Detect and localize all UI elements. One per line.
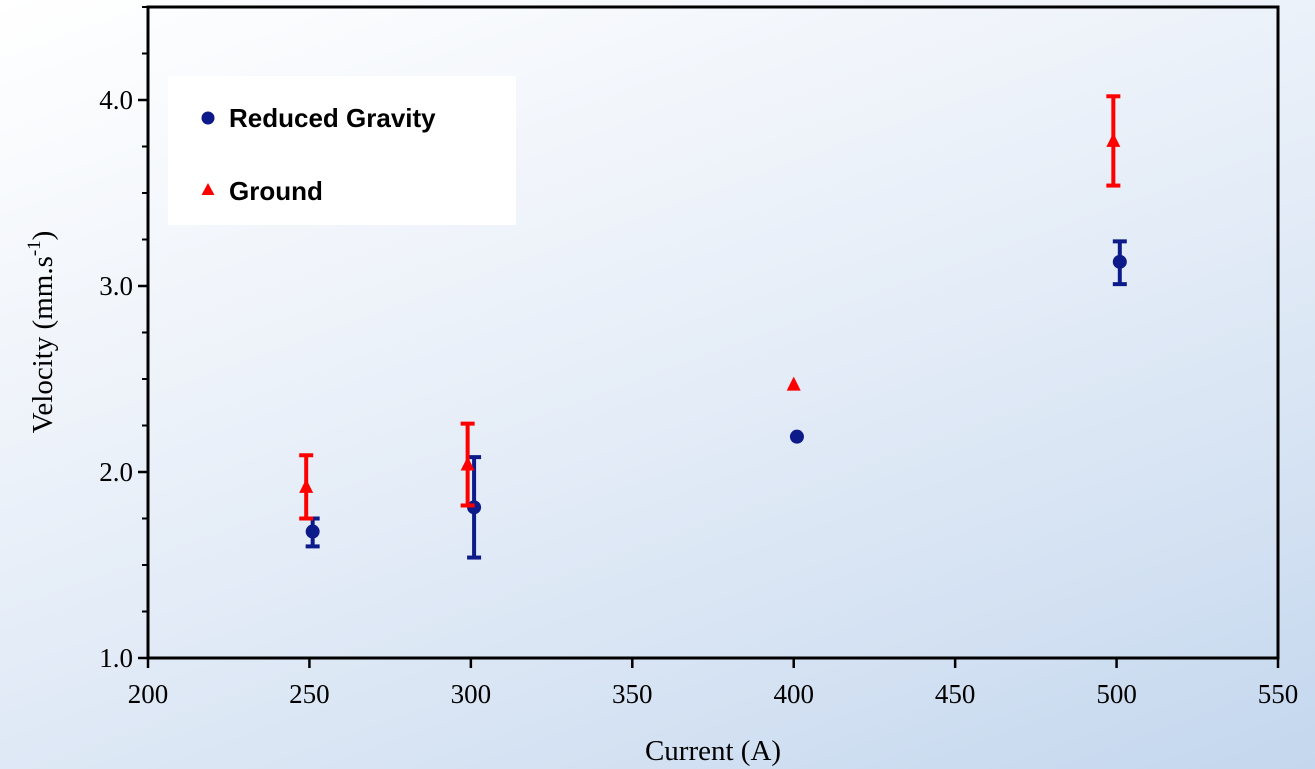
ground-point	[460, 456, 475, 471]
ground-point	[299, 478, 314, 493]
reduced-gravity-point	[305, 524, 320, 539]
legend-label-reduced-gravity: Reduced Gravity	[229, 103, 436, 133]
legend-box	[168, 76, 516, 225]
x-tick-label: 450	[935, 679, 976, 709]
x-tick-label: 500	[1096, 679, 1137, 709]
y-tick-label: 3.0	[99, 271, 133, 301]
y-axis-title-main: Velocity (mm.s	[27, 256, 59, 433]
axis-tick-labels: 200 250 300 350 400 450 500 550 1.0 2.0 3.0 4.0	[99, 85, 1298, 709]
legend-marker-reduced-gravity	[201, 111, 215, 125]
legend-label-ground: Ground	[229, 176, 323, 206]
x-tick-label: 250	[289, 679, 330, 709]
x-tick-label: 300	[451, 679, 492, 709]
legend-marker-ground	[201, 183, 215, 195]
series-layer	[299, 94, 1127, 560]
y-tick-label: 1.0	[99, 643, 133, 673]
legend: Reduced Gravity Ground	[168, 76, 516, 225]
y-axis-title: Velocity (mm.s-1)	[24, 231, 59, 434]
axis-ticks	[138, 6, 1280, 668]
x-tick-label: 350	[612, 679, 653, 709]
x-axis-title: Current (A)	[645, 735, 781, 767]
y-axis-title-sup: -1	[24, 240, 45, 256]
x-tick-label: 550	[1258, 679, 1299, 709]
y-tick-label: 4.0	[99, 85, 133, 115]
ground-point	[1106, 132, 1121, 147]
y-tick-label: 2.0	[99, 457, 133, 487]
x-tick-label: 200	[128, 679, 169, 709]
reduced-gravity-point	[789, 429, 804, 444]
x-tick-label: 400	[773, 679, 814, 709]
y-axis-title-close: )	[27, 231, 59, 241]
ground-point	[786, 376, 801, 391]
reduced-gravity-point	[1112, 254, 1127, 269]
